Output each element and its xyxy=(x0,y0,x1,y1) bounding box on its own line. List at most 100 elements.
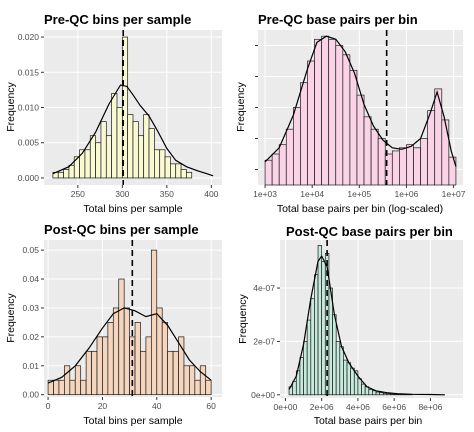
histogram-bar xyxy=(278,144,287,186)
x-tick-label: 350 xyxy=(160,189,174,199)
x-tick-label: 250 xyxy=(71,189,85,199)
histogram-bar xyxy=(123,307,130,396)
histogram-bar xyxy=(328,287,333,396)
x-tick-label: 0 xyxy=(46,401,51,411)
chart-title: Post-QC base pairs per bin xyxy=(286,224,453,239)
y-axis-ticks xyxy=(255,45,258,170)
histogram-bar xyxy=(121,36,129,179)
histogram-bar xyxy=(300,82,308,186)
x-tick-label: 6e+06 xyxy=(382,402,406,412)
histogram-bar xyxy=(107,322,114,396)
x-tick-label: 1e+06 xyxy=(395,189,419,199)
histogram-bar xyxy=(186,171,193,179)
chart-title: Pre-QC bins per sample xyxy=(44,12,191,27)
histogram-bar xyxy=(368,389,373,396)
histogram-bar xyxy=(339,346,344,396)
histogram-bar xyxy=(189,365,196,396)
histogram-bar xyxy=(53,379,60,396)
histogram-bar xyxy=(84,149,91,179)
y-tick-label: 0.020 xyxy=(18,32,40,42)
x-tick-label: 2e+06 xyxy=(310,402,334,412)
histogram-bar xyxy=(68,164,75,179)
histogram-bar xyxy=(105,135,112,179)
histogram-bar xyxy=(170,163,177,179)
chart-panel-3: Post-QC bins per sample 0 20 40 60 0.00 0.01… xyxy=(5,222,222,427)
x-axis-label: Total bins per sample xyxy=(83,203,182,215)
histogram-bar xyxy=(346,362,352,396)
x-axis-label: Total bins per sample xyxy=(83,415,182,427)
histogram-bar xyxy=(386,393,391,396)
histogram-bar xyxy=(314,274,319,396)
y-axis-label: Frequency xyxy=(5,81,17,131)
histogram-bar xyxy=(420,138,429,186)
histogram-bar xyxy=(357,378,362,396)
y-tick-label: 0.05 xyxy=(22,245,39,255)
histogram-bar xyxy=(205,379,212,396)
x-tick-label: 400 xyxy=(204,189,218,199)
histogram-bar xyxy=(285,128,294,186)
histogram-bar xyxy=(137,135,145,179)
x-tick-label: 1e+07 xyxy=(442,189,466,199)
x-axis-ticks: 250 300 350 400 xyxy=(71,185,219,199)
y-tick-label: 0.01 xyxy=(22,361,39,371)
histogram-bar xyxy=(167,350,174,396)
histogram-bar xyxy=(57,171,64,179)
y-tick-label: 0.000 xyxy=(18,173,40,183)
histogram-bar xyxy=(112,307,120,396)
histogram-bar xyxy=(63,169,70,179)
histogram-bar xyxy=(427,110,436,186)
histogram-bar xyxy=(314,38,322,186)
histogram-bar xyxy=(100,121,107,179)
histogram-bar xyxy=(159,149,166,179)
x-tick-label: 60 xyxy=(206,401,216,411)
histogram-bar xyxy=(328,38,337,186)
histogram-bar xyxy=(343,359,348,396)
y-axis-label: Frequency xyxy=(237,293,249,343)
chart-panel-2: Pre-QC base pairs per bin 1e+03 1e+04 1e+0… xyxy=(235,12,466,215)
x-tick-label: 300 xyxy=(115,189,129,199)
density-curve xyxy=(264,35,457,167)
y-tick-label: 0.02 xyxy=(22,332,39,342)
chart-panel-1: Pre-QC bins per sample 250 300 350 400 0.00… xyxy=(5,12,222,215)
histogram-bar xyxy=(150,249,158,396)
histogram-bar xyxy=(58,379,65,396)
histogram-bar xyxy=(342,54,351,186)
x-axis-ticks: 1e+03 1e+04 1e+05 1e+06 1e+07 xyxy=(253,185,466,199)
histogram-bar xyxy=(375,391,381,396)
density-curve xyxy=(288,254,445,396)
y-tick-label: 0.005 xyxy=(18,138,40,148)
histogram-bar xyxy=(349,69,358,186)
histogram-bar xyxy=(74,365,82,396)
histogram-bar xyxy=(111,93,118,179)
histogram-bars xyxy=(264,35,457,186)
histogram-bar xyxy=(303,341,308,396)
histogram-bar xyxy=(95,142,102,179)
x-tick-label: 40 xyxy=(152,401,162,411)
histogram-bar xyxy=(271,153,280,186)
histogram-bar xyxy=(183,365,190,396)
x-tick-label: 1e+05 xyxy=(347,189,371,199)
histogram-bar xyxy=(321,35,330,186)
histogram-bar xyxy=(132,121,139,179)
histogram-bar xyxy=(140,350,147,396)
histogram-bar xyxy=(413,147,421,186)
histogram-bar xyxy=(390,393,395,396)
histogram-bar xyxy=(372,390,377,396)
histogram-bar xyxy=(361,383,366,396)
histogram-bar xyxy=(116,107,123,179)
histogram-bar xyxy=(350,367,355,396)
histogram-bar xyxy=(332,314,337,396)
histogram-bar xyxy=(335,341,341,396)
histogram-bar xyxy=(178,336,185,396)
histogram-bar xyxy=(379,392,384,396)
histogram-bar xyxy=(194,379,201,396)
y-axis-ticks: 0.00 0.01 0.02 0.03 0.04 0.05 xyxy=(22,245,44,400)
histogram-bar xyxy=(69,379,76,396)
x-tick-label: 4e+06 xyxy=(346,402,370,412)
x-tick-label: 1e+03 xyxy=(253,189,277,199)
y-tick-label: 4e-07 xyxy=(253,283,275,293)
x-tick-label: 8e+06 xyxy=(418,402,442,412)
histogram-bar xyxy=(180,169,187,179)
chart-title: Pre-QC base pairs per bin xyxy=(258,12,418,27)
